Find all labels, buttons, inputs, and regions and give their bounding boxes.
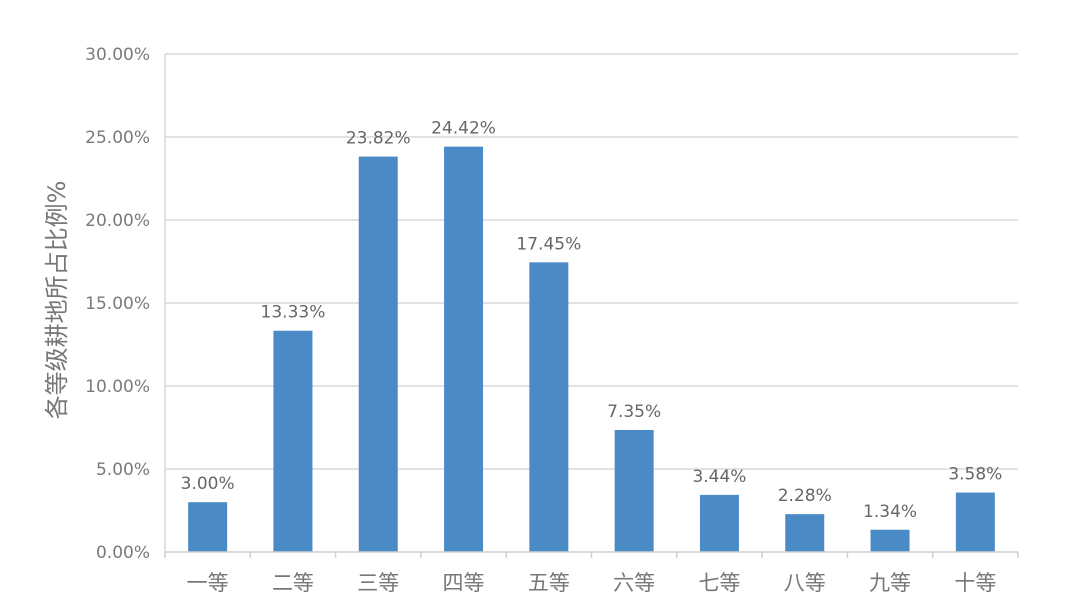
y-tick-label: 5.00%	[96, 460, 150, 480]
bar	[188, 502, 228, 552]
x-tick-label: 一等	[187, 571, 229, 595]
x-tick-label: 十等	[954, 571, 996, 595]
y-tick-label: 10.00%	[85, 377, 150, 397]
bar	[785, 514, 825, 552]
y-axis-ticks: 0.00% 5.00% 10.00% 15.00% 20.00% 25.00% 30.00%	[85, 45, 150, 563]
bar	[273, 330, 313, 552]
data-label: 17.45%	[516, 234, 581, 254]
data-label: 2.28%	[778, 486, 832, 506]
y-tick-label: 0.00%	[96, 543, 150, 563]
bar	[699, 494, 739, 552]
x-tick-label: 二等	[272, 571, 314, 595]
bar	[529, 262, 569, 552]
x-tick-label: 八等	[784, 571, 826, 595]
x-axis: 一等 二等 三等 四等 五等 六等 七等 八等 九等 十等	[164, 54, 1019, 595]
x-tick-label: 三等	[357, 571, 399, 595]
bar	[614, 429, 654, 552]
y-axis-label: 各等级耕地所占比例%	[43, 181, 71, 420]
x-tick-label: 五等	[528, 571, 570, 595]
y-tick-label: 20.00%	[85, 211, 150, 231]
y-tick-label: 25.00%	[85, 128, 150, 148]
data-label: 3.58%	[948, 465, 1002, 485]
y-tick-label: 15.00%	[85, 294, 150, 314]
bar	[870, 529, 910, 552]
data-label: 1.34%	[863, 502, 917, 522]
x-tick-label: 七等	[698, 571, 740, 595]
x-tick-label: 九等	[869, 571, 911, 595]
x-tick-label: 六等	[613, 571, 655, 595]
data-label: 24.42%	[431, 119, 496, 139]
bar	[955, 492, 995, 552]
data-label: 3.00%	[181, 474, 235, 494]
bars: 3.00% 13.33% 23.82% 24.42% 17.45% 7.35% 3.44% 2…	[181, 119, 1002, 553]
data-label: 13.33%	[261, 303, 326, 323]
data-label: 3.44%	[692, 467, 746, 487]
bar	[358, 156, 398, 552]
y-tick-label: 30.00%	[85, 45, 150, 65]
bar	[444, 146, 484, 553]
x-tick-label: 四等	[443, 571, 485, 595]
data-label: 23.82%	[346, 129, 411, 149]
data-label: 7.35%	[607, 402, 661, 422]
